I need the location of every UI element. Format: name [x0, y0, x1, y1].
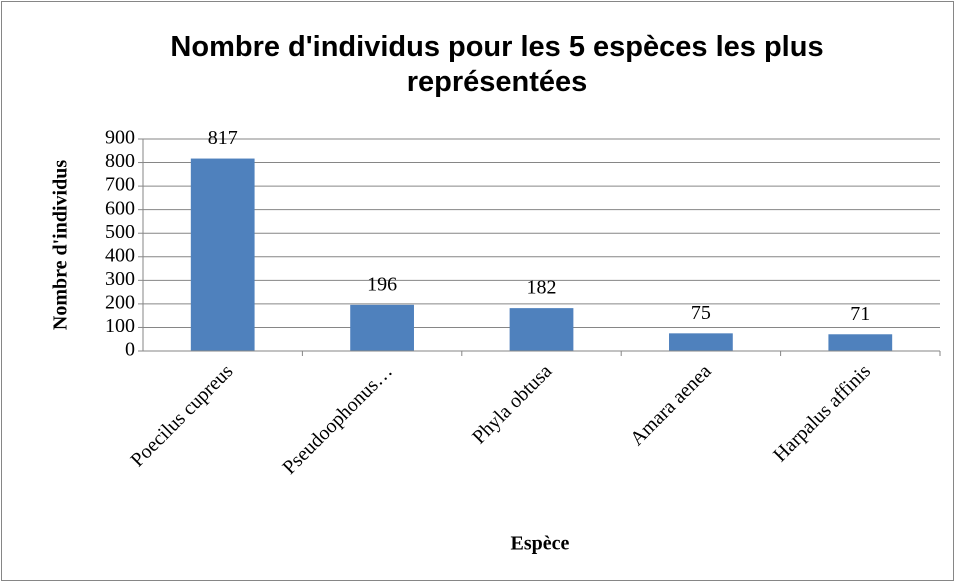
data-label: 817: [208, 127, 238, 149]
y-tick-label: 100: [105, 315, 135, 337]
data-label: 182: [527, 277, 557, 299]
y-tick-label: 300: [105, 268, 135, 290]
bar: [669, 333, 733, 351]
x-tick-label: Phyla obtusa: [468, 360, 556, 448]
y-axis-label: Nombre d'individus: [50, 160, 72, 330]
y-tick-label: 0: [125, 339, 135, 361]
chart-title: Nombre d'individus pour les 5 espèces le…: [170, 31, 824, 98]
y-tick-label: 900: [105, 127, 135, 149]
data-label: 75: [691, 302, 711, 324]
y-tick-label: 800: [105, 150, 135, 172]
data-label: 71: [850, 303, 870, 325]
bar: [509, 308, 574, 351]
data-label: 196: [367, 273, 397, 295]
y-tick-label: 200: [105, 291, 135, 313]
y-tick-label: 400: [105, 244, 135, 266]
bar: [190, 158, 255, 351]
x-tick-label: Harpalus affinis: [769, 360, 875, 466]
x-tick-label: Poecilus cupreus: [126, 360, 237, 471]
bar: [350, 304, 414, 351]
bar: [828, 334, 893, 351]
y-tick-label: 700: [105, 174, 135, 196]
y-tick-label: 500: [105, 221, 135, 243]
x-axis-label: Espèce: [511, 533, 570, 555]
x-tick-label: Pseudoophonus…: [278, 360, 396, 478]
x-tick-label: Amara aenea: [626, 360, 716, 450]
y-tick-label: 600: [105, 197, 135, 219]
